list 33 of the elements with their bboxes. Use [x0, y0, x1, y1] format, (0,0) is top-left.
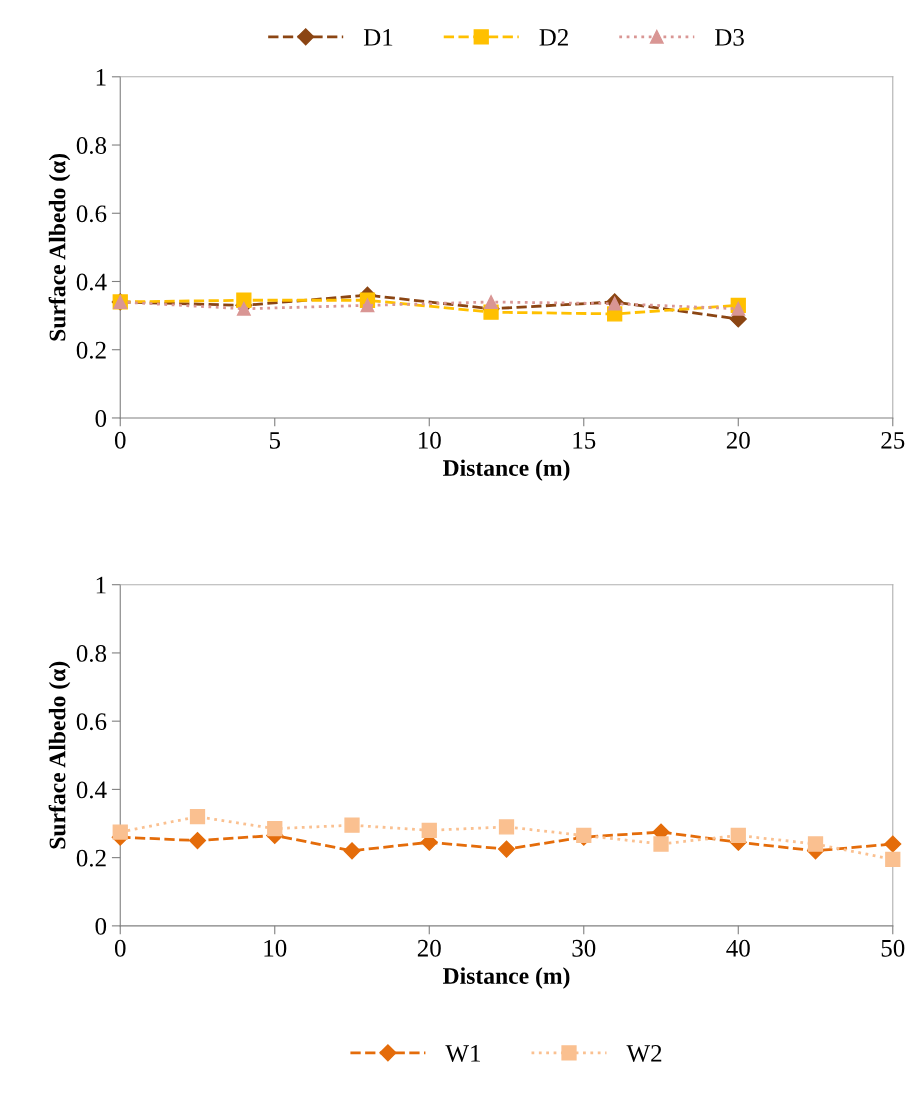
x-tick-label: 20: [726, 431, 750, 449]
y-tick-label: 1: [96, 68, 106, 86]
y-tick-label: 0.8: [76, 137, 107, 155]
x-axis-title: Distance (m): [443, 459, 570, 481]
y-tick-label: 0: [95, 917, 107, 935]
x-tick-label: 0: [114, 431, 126, 449]
x-tick-label: 5: [269, 432, 281, 449]
y-tick-label: 0.6: [76, 713, 107, 731]
y-tick-label: 0.2: [76, 849, 106, 867]
x-tick-label: 50: [881, 939, 905, 957]
legend-label: D3: [715, 29, 744, 46]
y-tick-label: 0.4: [76, 781, 107, 799]
y-tick-label: 0.8: [76, 644, 107, 662]
x-axis-title: Distance (m): [443, 967, 570, 989]
y-axis-title: Surface Albedo (α): [48, 661, 71, 849]
legend-label: W1: [445, 1045, 481, 1062]
x-tick-label: 10: [418, 431, 441, 449]
x-tick-label: 15: [573, 432, 596, 449]
x-tick-label: 0: [114, 939, 126, 957]
y-tick-label: 0.4: [76, 273, 107, 291]
x-tick-label: 10: [264, 939, 287, 957]
x-tick-label: 25: [881, 431, 905, 449]
x-tick-label: 20: [417, 939, 441, 957]
y-axis-title: Surface Albedo (α): [48, 153, 71, 341]
y-tick-label: 0.2: [76, 341, 106, 359]
x-tick-label: 40: [726, 939, 750, 957]
y-tick-label: 0.6: [76, 205, 107, 223]
x-tick-label: 30: [572, 939, 596, 957]
legend-label: W2: [626, 1045, 662, 1062]
legend-label: D2: [539, 29, 568, 46]
y-tick-label: 1: [96, 576, 106, 594]
legend-label: D1: [363, 29, 393, 46]
y-tick-label: 0: [95, 410, 107, 427]
